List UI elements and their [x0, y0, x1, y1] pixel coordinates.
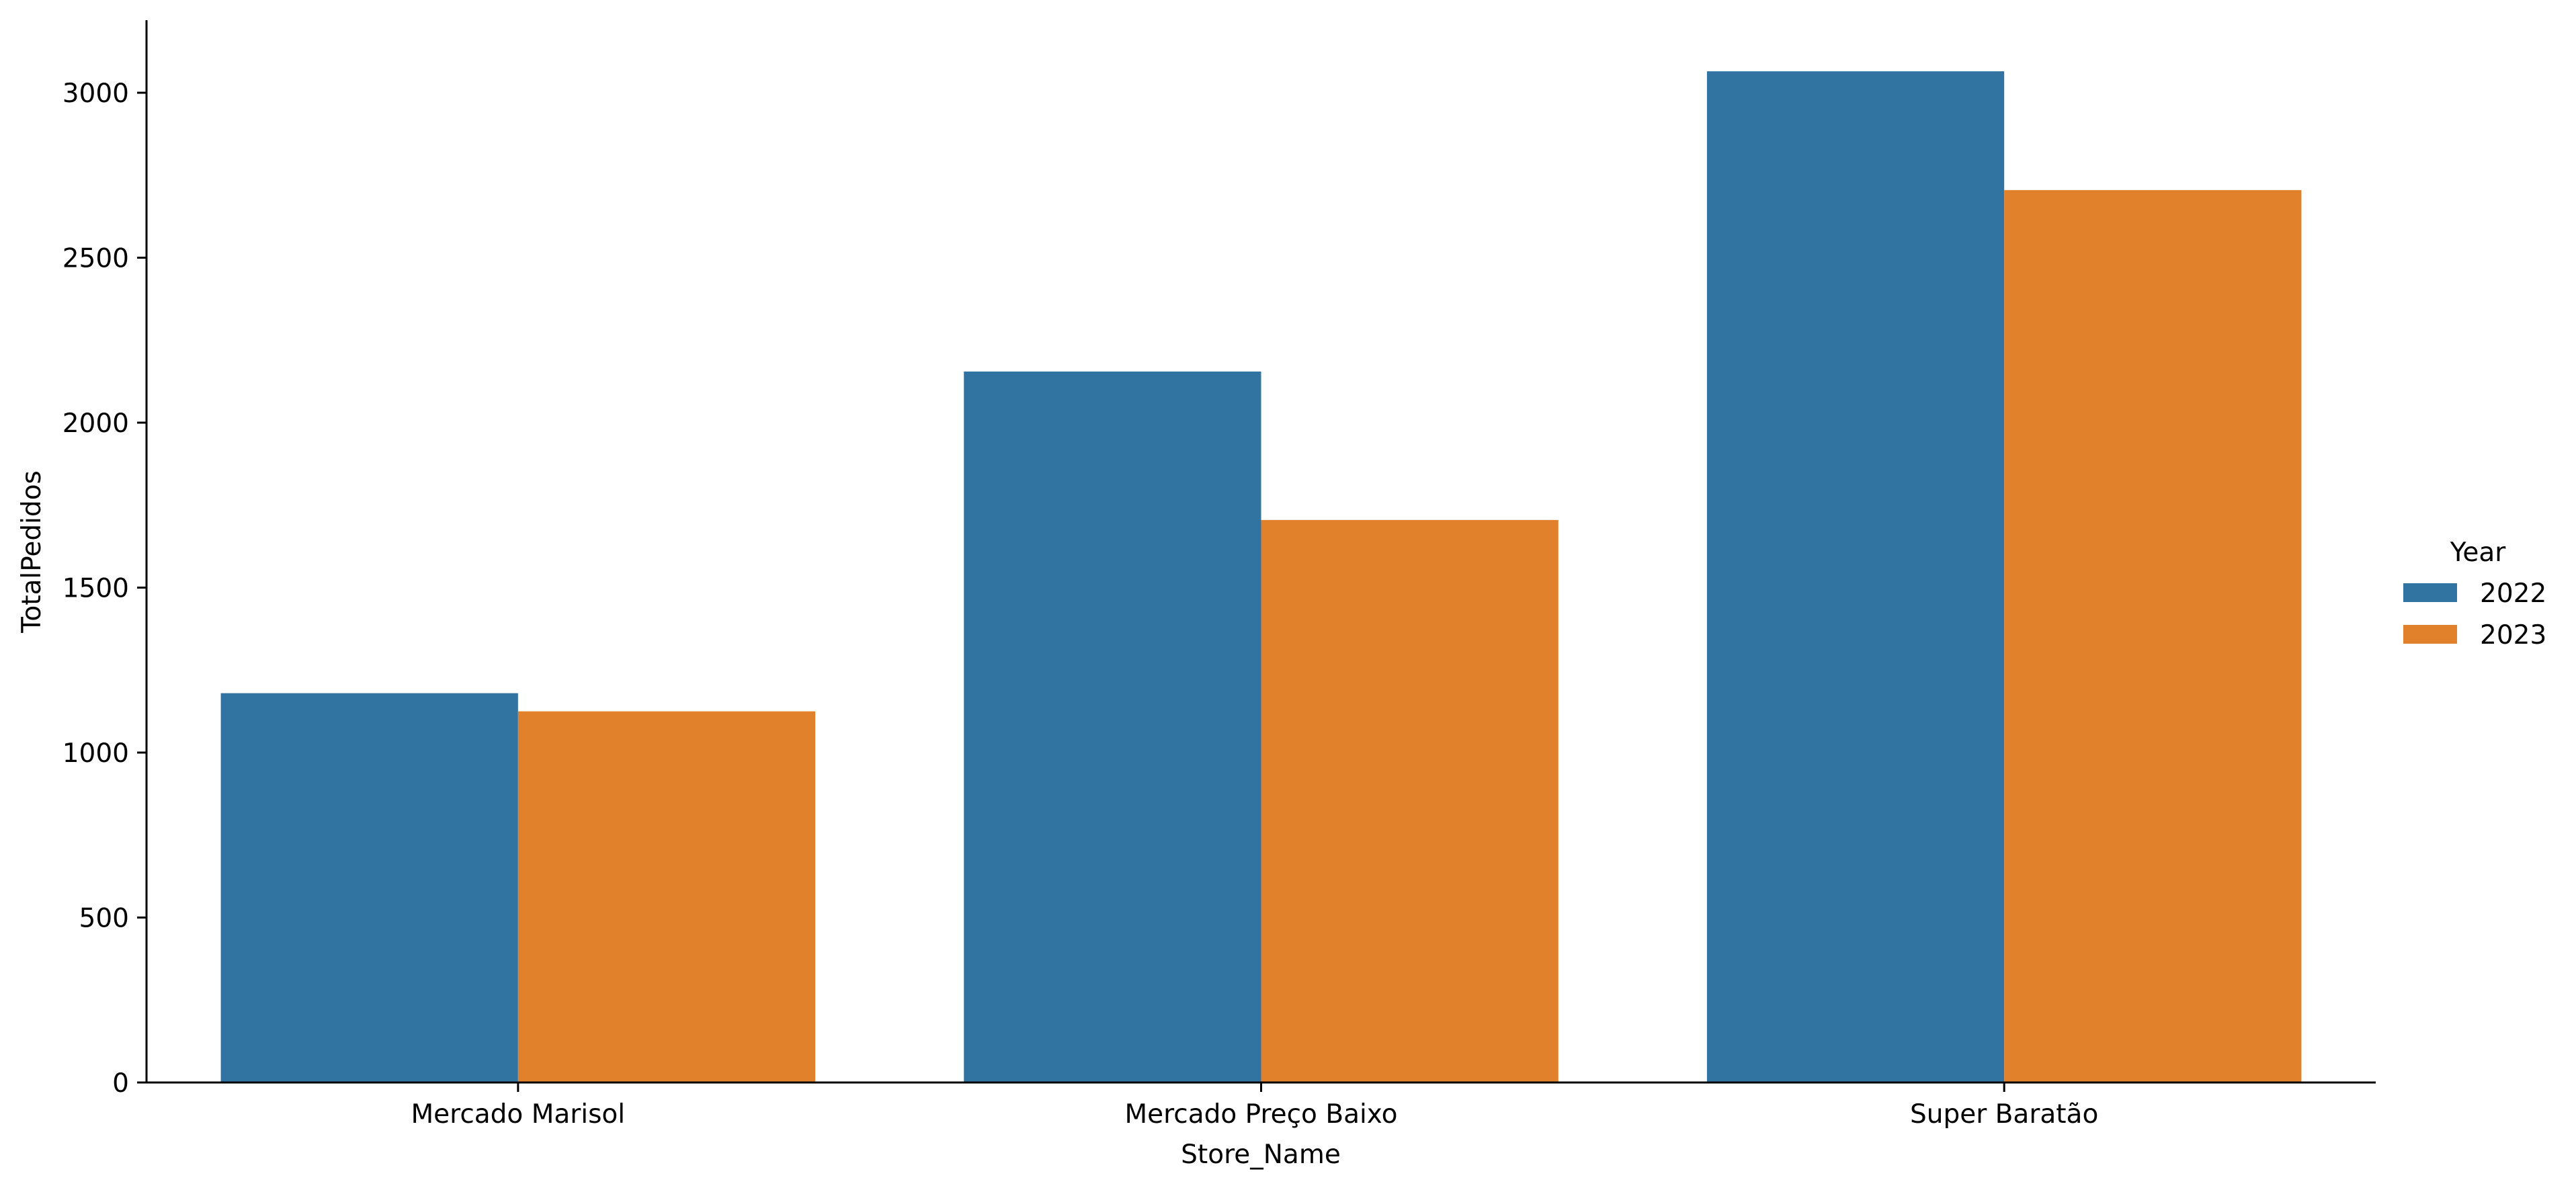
bar-2022-1: [964, 371, 1261, 1082]
y-tick-label: 1000: [63, 738, 129, 769]
y-tick-label: 500: [79, 904, 129, 934]
legend-title: Year: [2450, 538, 2507, 568]
bar-2022-2: [1706, 71, 2005, 1083]
bar-2023-2: [2004, 189, 2302, 1082]
y-axis-ticks: 0 500 1000 1500 2000 2500 3000: [63, 79, 147, 1099]
x-tick-label: Super Baratão: [1910, 1099, 2098, 1130]
y-tick-label: 1500: [63, 574, 129, 604]
y-axis-label: TotalPedidos: [17, 470, 47, 634]
bar-2023-1: [1261, 519, 1559, 1082]
legend-label-2022: 2022: [2480, 579, 2546, 609]
x-tick-label: Mercado Preço Baixo: [1124, 1099, 1397, 1130]
legend-swatch-2022: [2403, 583, 2457, 602]
bars-group: [220, 71, 2302, 1083]
x-tick-label: Mercado Marisol: [411, 1099, 626, 1130]
legend-swatch-2023: [2403, 625, 2457, 644]
y-tick-label: 2000: [63, 409, 129, 439]
x-axis-label: Store_Name: [1181, 1140, 1341, 1170]
legend: Year 2022 2023: [2403, 538, 2546, 650]
y-tick-label: 0: [112, 1068, 129, 1099]
y-tick-label: 3000: [63, 79, 129, 109]
y-tick-label: 2500: [63, 244, 129, 274]
bar-2022-0: [220, 693, 518, 1082]
bar-2023-0: [517, 711, 816, 1082]
legend-label-2023: 2023: [2480, 620, 2546, 650]
x-axis-ticks: Mercado Marisol Mercado Preço Baixo Super …: [411, 1082, 2098, 1130]
